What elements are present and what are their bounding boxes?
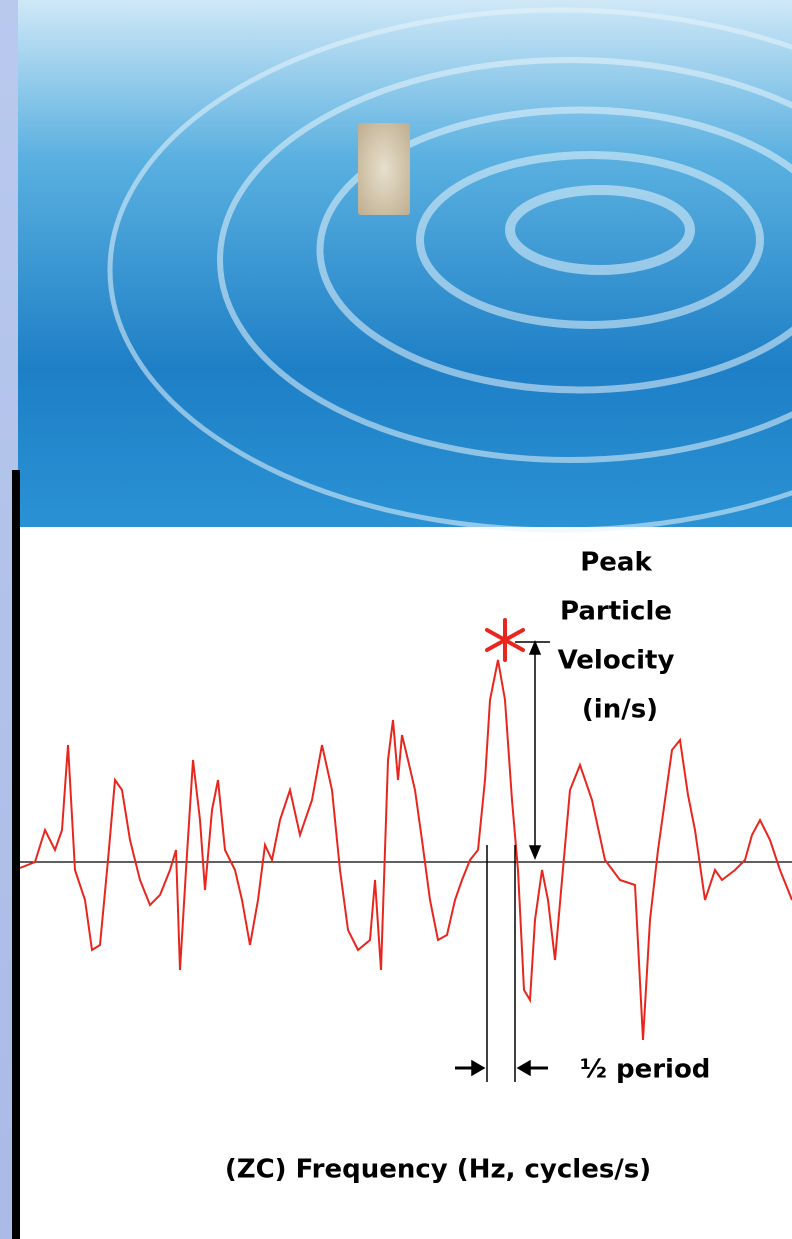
peak-label: Velocity [558,646,675,676]
peak-asterisk [485,618,525,662]
waveform [19,659,792,1041]
ripples [107,7,792,533]
half-period-label: ½ period [580,1055,710,1085]
peak-label: (in/s) [582,695,658,725]
frequency-label: (ZC) Frequency (Hz, cycles/s) [225,1155,651,1185]
peak-label: Peak [580,548,652,578]
dimension-lines [455,640,550,1082]
left-bar [12,470,20,1239]
peak-label: Particle [560,597,672,627]
cork [358,123,410,215]
